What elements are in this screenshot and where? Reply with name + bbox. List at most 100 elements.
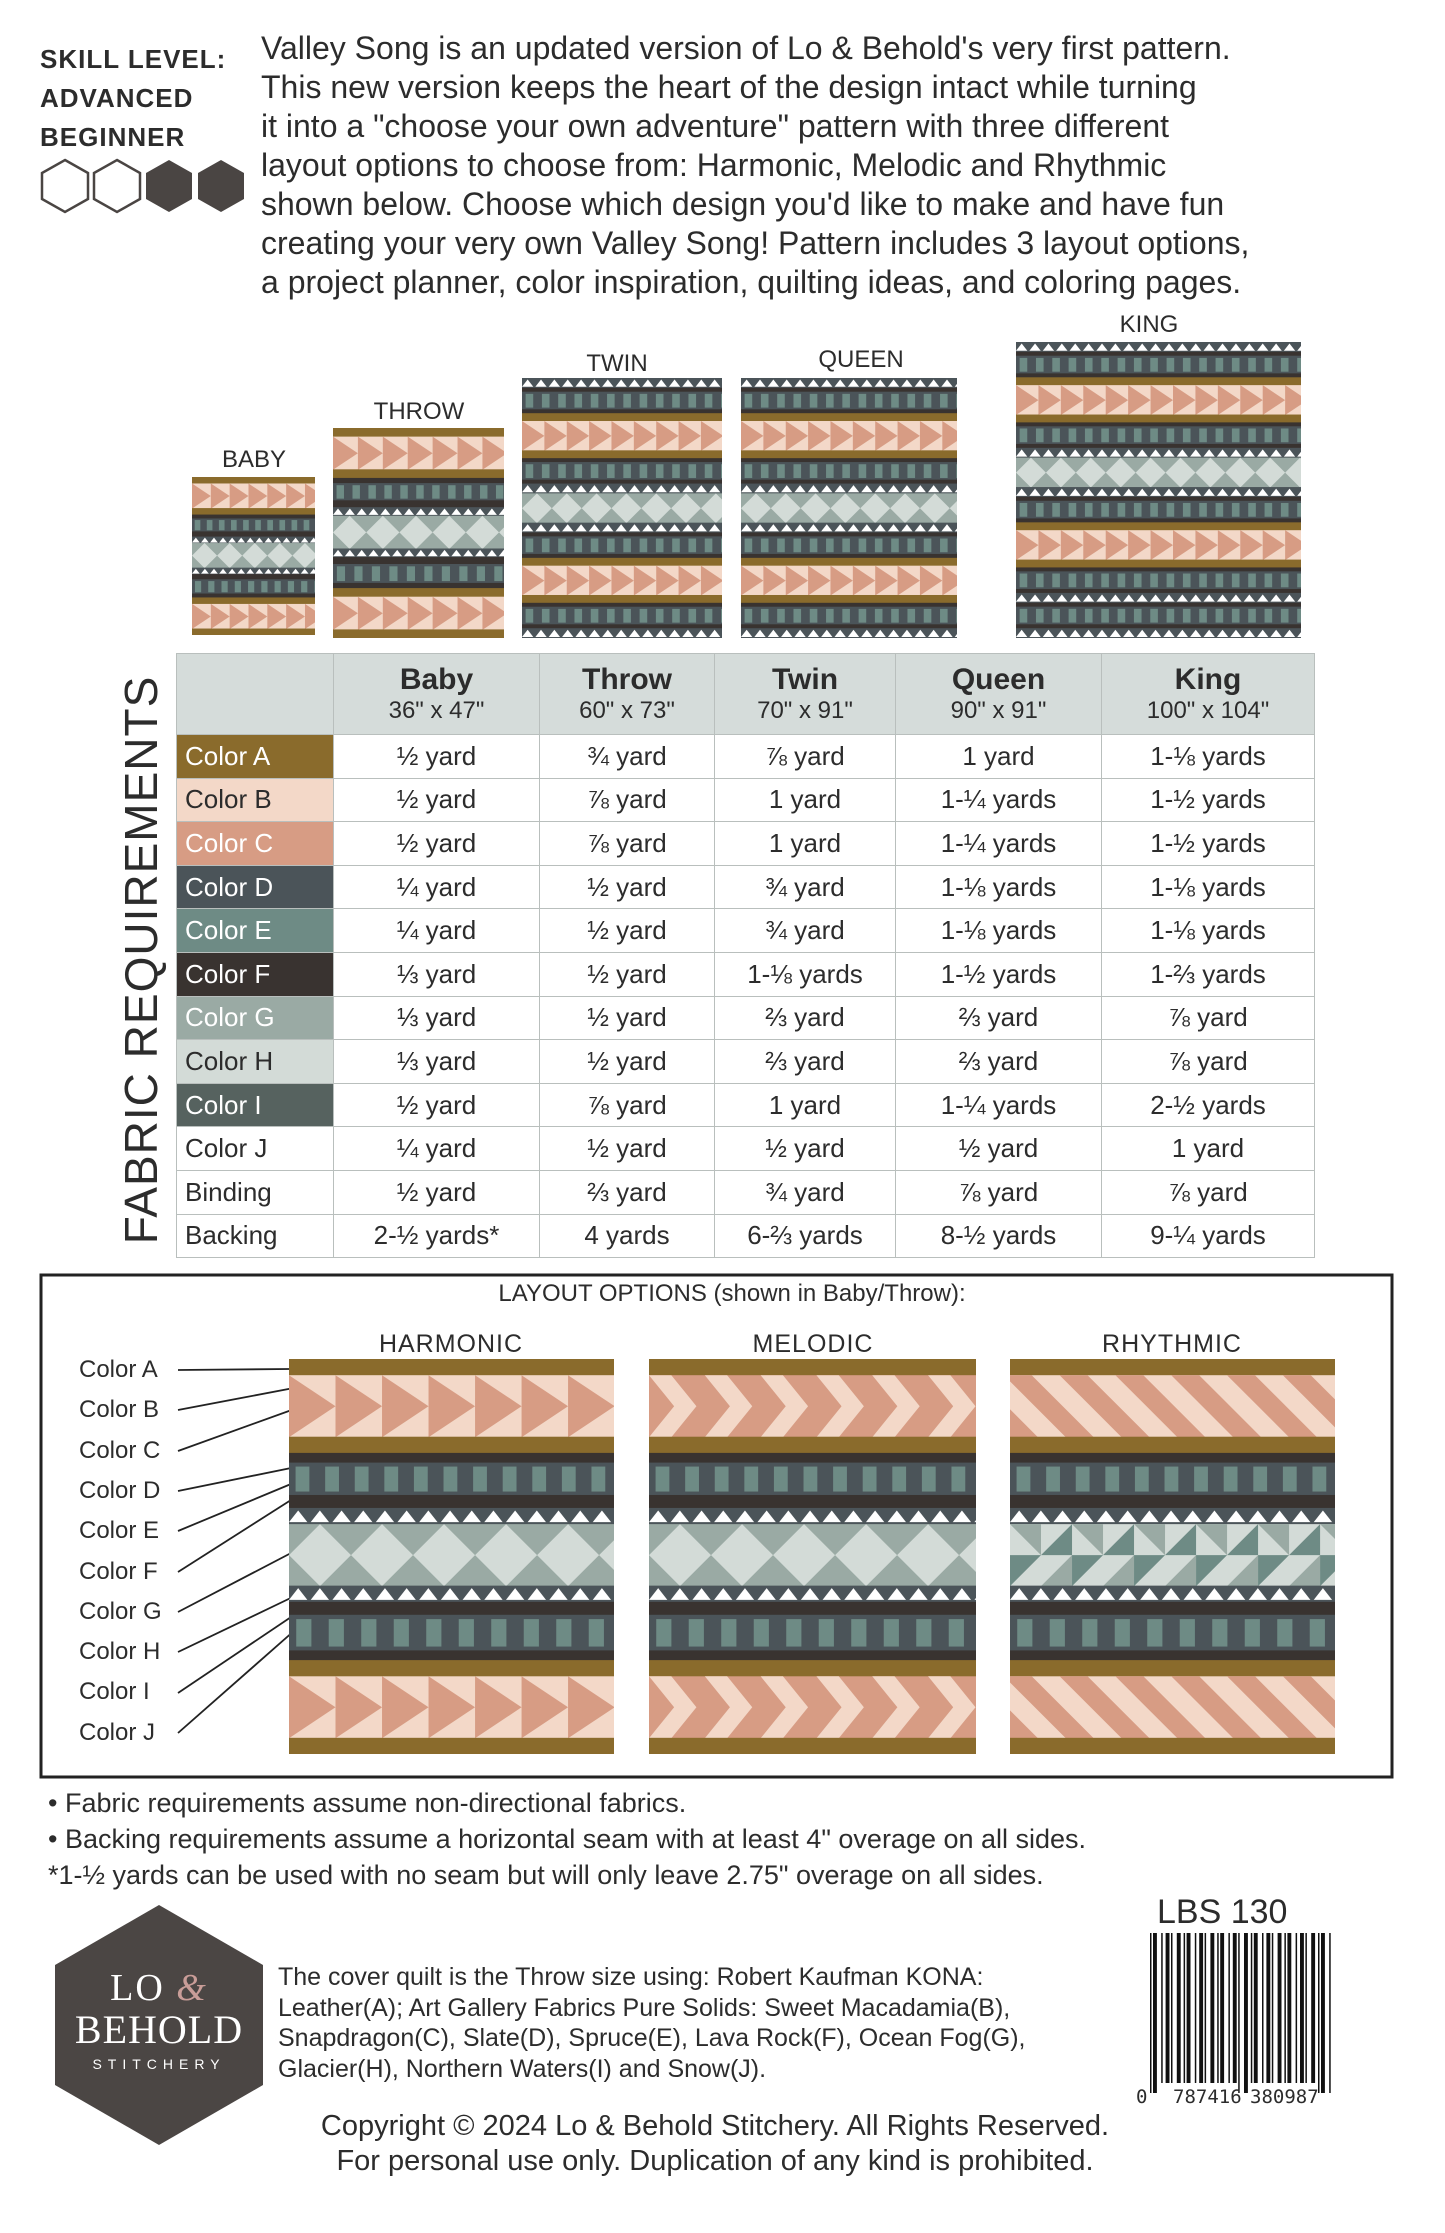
- logo-stitchery: STITCHERY: [92, 2056, 226, 2072]
- patch: [310, 1588, 330, 1600]
- patch: [741, 594, 957, 604]
- patch: [248, 603, 268, 630]
- patch: [682, 379, 694, 387]
- patch: [523, 1619, 539, 1647]
- patch: [192, 568, 200, 574]
- patch: [1103, 1555, 1135, 1587]
- color-label: Color E: [79, 1517, 160, 1545]
- patch: [754, 485, 766, 493]
- patch: [704, 538, 713, 553]
- barcode: [1150, 1933, 1331, 2093]
- patch: [1150, 530, 1173, 561]
- patch: [1029, 343, 1041, 351]
- bar: [1277, 1933, 1282, 2083]
- barcode-digit: 787416: [1173, 2086, 1242, 2108]
- patch: [1283, 449, 1296, 457]
- patch: [1270, 629, 1282, 637]
- cell: ½ yard: [333, 777, 540, 823]
- patch: [948, 1619, 964, 1647]
- patch: [741, 379, 753, 387]
- patch: [865, 1588, 885, 1600]
- cell: ⅓ yard: [333, 951, 540, 997]
- patch: [952, 1510, 972, 1523]
- patch: [735, 1588, 755, 1600]
- patch: [301, 581, 308, 593]
- patch: [486, 508, 497, 515]
- patch: [279, 520, 286, 531]
- cell: 8-½ yards: [895, 1213, 1102, 1259]
- patch: [255, 568, 264, 574]
- patch: [1041, 1524, 1073, 1556]
- pointer: [177, 1386, 300, 1411]
- patch: [399, 515, 433, 549]
- patch: [548, 379, 561, 387]
- cell: 1 yard: [714, 1082, 896, 1128]
- patch: [397, 1588, 416, 1600]
- patch: [887, 629, 900, 637]
- bar: [1210, 1933, 1215, 2083]
- patch: [1163, 343, 1175, 351]
- patch: [793, 464, 802, 478]
- patch: [568, 1676, 614, 1739]
- description-line: shown below. Choose which design you'd l…: [261, 186, 1225, 222]
- patch: [1203, 343, 1215, 351]
- patch: [522, 413, 722, 422]
- patch: [642, 379, 654, 387]
- patch: [566, 421, 590, 451]
- bar: [1220, 1933, 1225, 2083]
- patch: [255, 537, 264, 543]
- patch: [704, 393, 713, 408]
- patch: [1060, 530, 1084, 561]
- patch: [590, 538, 599, 553]
- patch: [872, 1375, 920, 1438]
- patch: [286, 603, 305, 630]
- color-label: Color F: [79, 1557, 158, 1585]
- patch: [1190, 629, 1202, 637]
- patch: [1035, 357, 1044, 372]
- patch: [221, 581, 228, 593]
- cell: 1 yard: [714, 777, 896, 823]
- patch: [1082, 1619, 1098, 1647]
- patch: [914, 379, 926, 387]
- patch: [923, 393, 932, 408]
- quilt-illustration: [522, 378, 722, 638]
- cell: ½ yard: [333, 1169, 540, 1215]
- patch: [670, 1510, 690, 1523]
- patch: [1205, 1588, 1224, 1600]
- column-name: Twin: [771, 663, 839, 696]
- patch: [1176, 594, 1189, 602]
- patch: [210, 568, 218, 574]
- patch: [628, 524, 641, 532]
- cell: 1-½ yards: [1101, 777, 1315, 823]
- patch: [210, 603, 230, 630]
- patch: [192, 531, 315, 538]
- patch: [522, 409, 722, 414]
- patch: [741, 522, 957, 533]
- patch: [1053, 1510, 1072, 1523]
- patch: [1140, 1510, 1159, 1523]
- patch: [384, 485, 392, 499]
- patch: [907, 608, 916, 623]
- patch: [649, 1660, 976, 1677]
- patch: [639, 464, 648, 478]
- table-head: Baby 36" x 47" Throw 60" x 73" Twin 70" x 91"…: [176, 653, 1315, 735]
- patch: [741, 387, 957, 393]
- column-header: Twin 70" x 91": [714, 653, 896, 735]
- patch: [440, 1588, 460, 1600]
- patch: [333, 557, 504, 565]
- pointer: [177, 1466, 297, 1492]
- patch: [1203, 449, 1215, 457]
- patch: [741, 483, 957, 494]
- pointer: [177, 1551, 294, 1613]
- patch: [858, 464, 867, 478]
- patch: [649, 1510, 668, 1523]
- column-header: Queen 90" x 91": [895, 653, 1102, 735]
- patch: [615, 485, 627, 493]
- patch: [1010, 1601, 1335, 1616]
- patch: [941, 629, 953, 637]
- color-label: Color J: [79, 1718, 156, 1746]
- patch: [672, 393, 680, 408]
- patch: [1289, 1524, 1321, 1556]
- description-line: Valley Song is an updated version of Lo …: [261, 30, 1231, 66]
- patch: [1257, 594, 1269, 602]
